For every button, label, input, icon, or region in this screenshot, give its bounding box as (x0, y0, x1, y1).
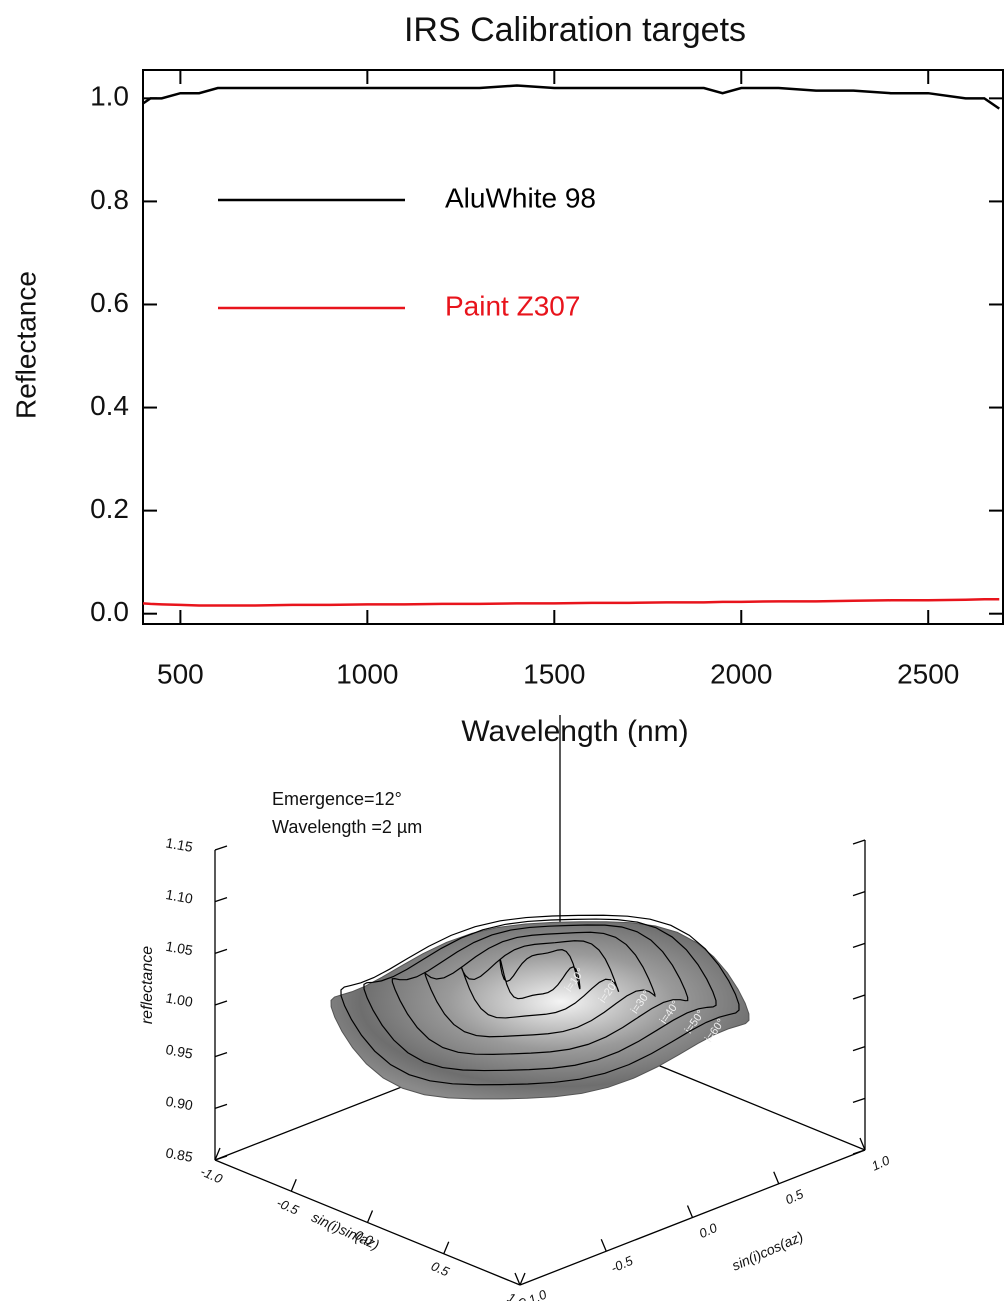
z-tick (852, 942, 866, 948)
x-tick (214, 1147, 221, 1161)
surface (330, 921, 750, 1100)
x-tick-label: -1.0 (198, 1164, 225, 1187)
z-tick (852, 1046, 866, 1052)
z-tick (214, 1000, 228, 1006)
y-tick-label: 1.0 (869, 1152, 892, 1173)
x-tick-label: 2000 (710, 658, 772, 689)
x-tick-label: 1500 (523, 658, 585, 689)
y-tick-label: 1.0 (90, 81, 129, 112)
x-tick-label: 0.0 (353, 1227, 376, 1248)
x-tick (443, 1241, 450, 1254)
y-tick (686, 1205, 694, 1218)
y-tick (773, 1171, 780, 1184)
z-tick (852, 1097, 866, 1103)
legend-label: AluWhite 98 (445, 182, 596, 213)
y-tick-label: 0.4 (90, 390, 129, 421)
y-tick-label: -1.0 (522, 1286, 549, 1301)
z-tick-label: 1.05 (164, 938, 194, 959)
z-tick-label: 1.10 (164, 886, 194, 907)
y-tick-label: 0.2 (90, 493, 129, 524)
z-tick (214, 1155, 228, 1161)
z-tick (852, 994, 866, 1000)
y-tick (514, 1272, 521, 1286)
annotation: Wavelength =2 µm (272, 817, 422, 837)
y-tick-label: 0.0 (697, 1220, 720, 1241)
data-line (142, 84, 1000, 110)
contour-line (340, 914, 740, 1086)
contour-line (460, 940, 620, 1019)
x-tick-label: -0.5 (274, 1195, 301, 1218)
y-axis-label: sin(i)cos(az) (729, 1228, 805, 1274)
legend-label: Paint Z307 (445, 290, 580, 321)
z-tick (852, 1149, 866, 1155)
z-tick (214, 1052, 228, 1058)
contour-line (363, 918, 717, 1072)
y-tick (600, 1239, 607, 1252)
x-tick-label: 0.5 (429, 1258, 452, 1279)
plot-frame (142, 69, 1004, 625)
x-tick (519, 1272, 526, 1286)
y-tick-label: 0.8 (90, 184, 129, 215)
z-tick (214, 948, 228, 954)
z-tick-label: 0.90 (164, 1093, 194, 1114)
z-tick-label: 1.00 (164, 989, 194, 1010)
contour-line (391, 924, 689, 1055)
z-tick (852, 891, 866, 897)
z-tick (852, 839, 866, 845)
y-axis-label: Reflectance (10, 271, 41, 419)
y-tick-label: 0.0 (90, 596, 129, 627)
contour-line (499, 949, 581, 1000)
z-tick-label: 0.95 (164, 1041, 194, 1062)
z-tick-label: 0.85 (164, 1144, 194, 1165)
contour-line (424, 931, 656, 1038)
x-tick (290, 1179, 297, 1192)
z-tick (214, 1103, 228, 1109)
data-line (142, 598, 1000, 607)
z-tick (214, 897, 228, 903)
y-tick-label: 0.6 (90, 287, 129, 318)
x-tick (366, 1210, 374, 1223)
x-tick-label: 500 (157, 658, 204, 689)
y-tick-label: 0.5 (783, 1186, 806, 1207)
z-tick-label: 1.15 (164, 834, 194, 855)
x-axis-label: Wavelength (nm) (461, 715, 688, 748)
x-tick-label: 2500 (897, 658, 959, 689)
y-tick (859, 1137, 866, 1151)
chart-title: IRS Calibration targets (404, 11, 746, 49)
y-tick-label: -0.5 (609, 1253, 636, 1276)
z-axis-label: reflectance (139, 946, 156, 1024)
x-tick-label: 1.0 (505, 1290, 528, 1301)
x-tick-label: 1000 (336, 658, 398, 689)
z-tick (214, 845, 228, 851)
annotation: Emergence=12° (272, 789, 402, 809)
